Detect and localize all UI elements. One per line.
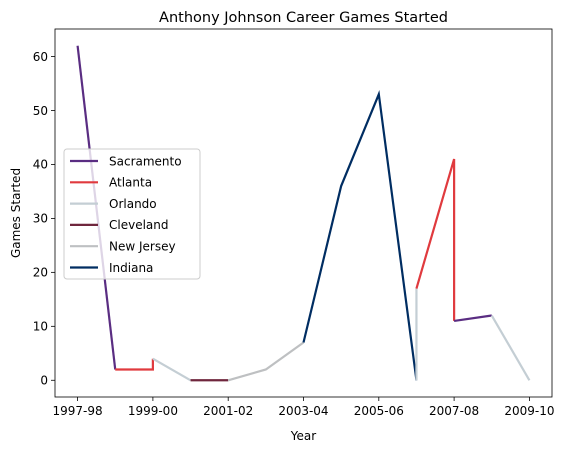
y-tick-label: 60 [33, 50, 48, 64]
x-tick-label: 2003-04 [278, 404, 328, 418]
legend-label: Cleveland [109, 218, 169, 232]
series-line-segment-8 [453, 314, 492, 323]
legend-label: New Jersey [109, 240, 176, 254]
y-axis-label: Games Started [9, 168, 23, 258]
y-tick-label: 0 [40, 374, 48, 388]
y-tick-label: 20 [33, 266, 48, 280]
legend-box [63, 148, 201, 280]
x-tick-label: 2007-08 [429, 404, 479, 418]
x-tick-label: 1997-98 [53, 404, 103, 418]
series-line-segment-7 [415, 158, 456, 321]
y-tick-label: 30 [33, 212, 48, 226]
y-tick-label: 50 [33, 104, 48, 118]
series-layer [76, 45, 531, 382]
x-tick-label: 2001-02 [203, 404, 253, 418]
x-axis: 1997-98 1999-00 2001-02 2003-04 2005-06 2007-… [53, 397, 554, 418]
legend-label: Atlanta [109, 176, 152, 190]
series-line-segment-9 [490, 314, 531, 381]
x-axis-label: Year [290, 429, 316, 443]
series-line-atlanta [115, 358, 154, 371]
legend-label: Sacramento [109, 154, 182, 168]
x-tick-label: 2009-10 [504, 404, 554, 418]
legend: Sacramento Atlanta Orlando Cleveland New Jer… [63, 148, 201, 280]
legend-label: Indiana [109, 261, 153, 275]
series-line-indiana [302, 90, 418, 381]
x-tick-label: 1999-00 [128, 404, 178, 418]
series-line-new-jersey [227, 341, 305, 382]
y-tick-label: 10 [33, 320, 48, 334]
x-tick-label: 2005-06 [354, 404, 404, 418]
chart-title: Anthony Johnson Career Games Started [159, 10, 448, 26]
y-tick-label: 40 [33, 158, 48, 172]
legend-label: Orlando [109, 197, 157, 211]
y-axis: 0 10 20 30 40 50 60 [33, 50, 55, 388]
series-line-orlando [152, 357, 192, 382]
